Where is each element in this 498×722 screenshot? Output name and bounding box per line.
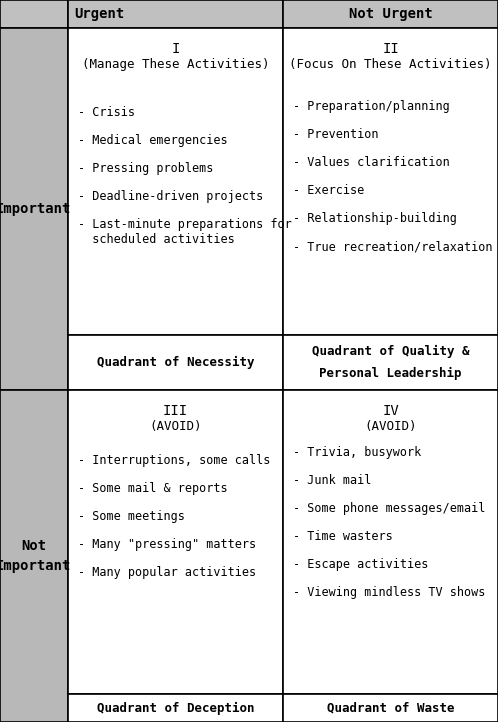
Text: IV: IV — [382, 404, 399, 418]
Text: - Many popular activities: - Many popular activities — [78, 566, 256, 579]
Bar — [68, 694, 283, 722]
Text: Quadrant of Waste: Quadrant of Waste — [327, 702, 454, 715]
Text: Important: Important — [0, 202, 72, 216]
Text: - Relationship-building: - Relationship-building — [293, 212, 457, 225]
Bar — [283, 28, 498, 335]
Bar — [283, 0, 498, 28]
Text: III: III — [163, 404, 188, 418]
Text: Urgent: Urgent — [74, 7, 124, 21]
Text: (Manage These Activities): (Manage These Activities) — [82, 58, 269, 71]
Text: - Escape activities: - Escape activities — [293, 558, 428, 571]
Text: Quadrant of Deception: Quadrant of Deception — [97, 702, 254, 715]
Text: (Focus On These Activities): (Focus On These Activities) — [289, 58, 492, 71]
Text: - Junk mail: - Junk mail — [293, 474, 372, 487]
Text: Not Urgent: Not Urgent — [349, 7, 432, 21]
Text: - Viewing mindless TV shows: - Viewing mindless TV shows — [293, 586, 486, 599]
Bar — [0, 390, 68, 722]
Text: Quadrant of Necessity: Quadrant of Necessity — [97, 356, 254, 369]
Text: - Many "pressing" matters: - Many "pressing" matters — [78, 538, 256, 551]
Text: - Trivia, busywork: - Trivia, busywork — [293, 446, 421, 459]
Text: II: II — [382, 42, 399, 56]
Bar — [0, 0, 68, 28]
Bar — [68, 335, 283, 390]
Text: - Pressing problems: - Pressing problems — [78, 162, 213, 175]
Text: - Crisis: - Crisis — [78, 106, 135, 119]
Text: Quadrant of Quality &
Personal Leadership: Quadrant of Quality & Personal Leadershi… — [312, 345, 469, 380]
Text: - Some phone messages/email: - Some phone messages/email — [293, 502, 486, 515]
Text: - Medical emergencies: - Medical emergencies — [78, 134, 228, 147]
Bar — [283, 694, 498, 722]
Text: - True recreation/relaxation: - True recreation/relaxation — [293, 240, 493, 253]
Text: (AVOID): (AVOID) — [364, 420, 417, 433]
Bar — [68, 0, 283, 28]
Text: - Interruptions, some calls: - Interruptions, some calls — [78, 454, 270, 467]
Text: - Exercise: - Exercise — [293, 184, 364, 197]
Text: - Prevention: - Prevention — [293, 128, 378, 141]
Bar — [68, 28, 283, 335]
Bar — [283, 335, 498, 390]
Bar — [0, 28, 68, 390]
Text: - Deadline-driven projects: - Deadline-driven projects — [78, 190, 263, 203]
Bar — [68, 390, 283, 694]
Text: - Some mail & reports: - Some mail & reports — [78, 482, 228, 495]
Text: - Time wasters: - Time wasters — [293, 530, 393, 543]
Text: (AVOID): (AVOID) — [149, 420, 202, 433]
Text: - Some meetings: - Some meetings — [78, 510, 185, 523]
Text: - Values clarification: - Values clarification — [293, 156, 450, 169]
Text: I: I — [171, 42, 180, 56]
Bar — [283, 390, 498, 694]
Text: - Preparation/planning: - Preparation/planning — [293, 100, 450, 113]
Text: Not
Important: Not Important — [0, 539, 72, 573]
Text: - Last-minute preparations for
  scheduled activities: - Last-minute preparations for scheduled… — [78, 218, 292, 246]
